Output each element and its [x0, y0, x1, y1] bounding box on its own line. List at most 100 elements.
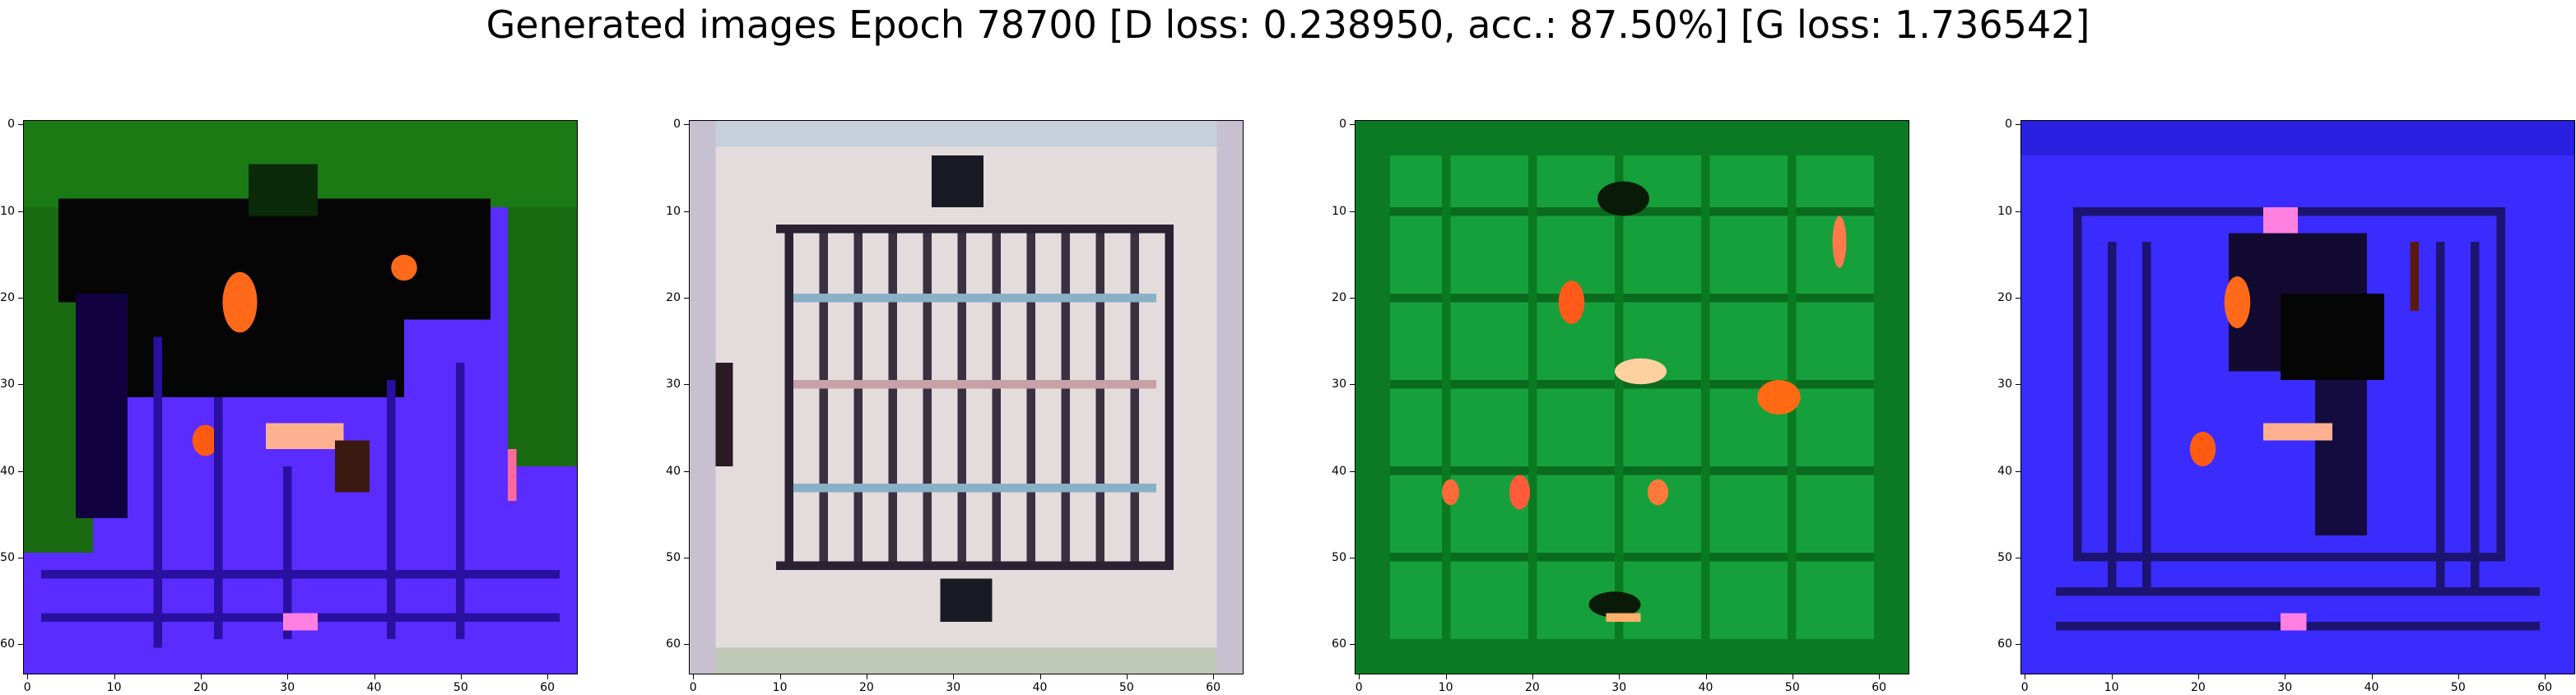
y-tick-mark — [18, 211, 23, 212]
x-tick-label: 40 — [1032, 681, 1048, 694]
x-tick-label: 50 — [1118, 681, 1134, 694]
y-tick-label: 40 — [1332, 464, 1346, 478]
x-tick-label: 20 — [2190, 681, 2206, 694]
x-tick-label: 10 — [106, 681, 122, 694]
y-tick-mark — [18, 644, 23, 646]
y-tick-mark — [1350, 470, 1355, 472]
x-tick-label: 30 — [280, 681, 295, 694]
y-tick-mark — [684, 470, 689, 472]
y-tick-label: 10 — [0, 204, 15, 218]
x-tick-label: 0 — [689, 681, 697, 694]
x-tick-label: 30 — [2277, 681, 2293, 694]
generated-image-1 — [24, 121, 577, 674]
x-tick-label: 40 — [366, 681, 382, 694]
x-tick-mark — [2457, 674, 2459, 679]
x-tick-mark — [1445, 674, 1447, 679]
y-tick-label: 0 — [2005, 118, 2012, 132]
y-tick-label: 60 — [666, 637, 681, 651]
y-tick-label: 20 — [0, 290, 15, 304]
y-tick-label: 50 — [666, 550, 681, 564]
x-tick-label: 60 — [2537, 681, 2553, 694]
y-tick-mark — [1350, 124, 1355, 126]
x-tick-label: 30 — [1611, 681, 1627, 694]
x-tick-label: 40 — [1698, 681, 1713, 694]
y-tick-mark — [1350, 644, 1355, 646]
x-tick-label: 60 — [1872, 681, 1887, 694]
y-tick-mark — [2016, 124, 2020, 126]
y-tick-label: 20 — [1997, 290, 2012, 304]
x-tick-mark — [547, 674, 549, 679]
y-tick-label: 0 — [673, 118, 681, 132]
image-panel-3: 0 0 10 10 20 20 30 30 40 40 50 50 60 60 — [1332, 118, 1911, 693]
image-plot-2 — [689, 120, 1244, 674]
y-tick-label: 60 — [1332, 637, 1346, 651]
y-tick-mark — [684, 297, 689, 299]
y-tick-label: 30 — [666, 378, 681, 392]
image-plot-3 — [1355, 120, 1909, 674]
y-tick-label: 30 — [0, 378, 15, 392]
image-plot-1 — [23, 120, 578, 674]
image-panel-2: 0 0 10 10 20 20 30 30 40 40 50 50 60 60 — [666, 118, 1245, 693]
x-tick-label: 60 — [540, 681, 556, 694]
x-tick-mark — [1879, 674, 1881, 679]
x-tick-mark — [1126, 674, 1128, 679]
x-tick-label: 50 — [1784, 681, 1800, 694]
x-tick-label: 30 — [946, 681, 961, 694]
y-tick-label: 40 — [666, 464, 681, 478]
x-tick-label: 10 — [2104, 681, 2119, 694]
x-tick-mark — [1213, 674, 1215, 679]
generated-image-4 — [2021, 121, 2574, 674]
y-tick-mark — [2016, 297, 2020, 299]
y-tick-mark — [684, 644, 689, 646]
y-tick-mark — [2016, 384, 2020, 386]
y-tick-label: 60 — [1997, 637, 2012, 651]
x-tick-mark — [1619, 674, 1620, 679]
y-tick-mark — [2016, 211, 2020, 212]
x-tick-mark — [693, 674, 695, 679]
x-tick-label: 50 — [2450, 681, 2466, 694]
x-tick-mark — [779, 674, 781, 679]
y-tick-label: 30 — [1332, 378, 1346, 392]
x-tick-mark — [287, 674, 289, 679]
x-tick-mark — [374, 674, 375, 679]
generated-image-3 — [1355, 121, 1909, 674]
x-tick-label: 0 — [2020, 681, 2029, 694]
x-tick-mark — [460, 674, 462, 679]
x-tick-label: 20 — [858, 681, 874, 694]
x-tick-mark — [1359, 674, 1360, 679]
x-tick-label: 0 — [23, 681, 31, 694]
y-tick-label: 50 — [0, 550, 15, 564]
y-tick-mark — [1350, 211, 1355, 212]
y-tick-label: 40 — [1997, 464, 2012, 478]
y-tick-label: 50 — [1997, 550, 2012, 564]
y-tick-label: 0 — [7, 118, 15, 132]
x-tick-label: 10 — [772, 681, 788, 694]
y-tick-label: 20 — [1332, 290, 1346, 304]
y-tick-label: 10 — [666, 204, 681, 218]
y-tick-mark — [18, 124, 23, 126]
x-tick-label: 50 — [453, 681, 468, 694]
image-panel-4: 0 0 10 10 20 20 30 30 40 40 50 50 60 60 — [1997, 118, 2576, 693]
x-tick-label: 40 — [2364, 681, 2379, 694]
image-plot-4 — [2020, 120, 2575, 674]
x-tick-mark — [1039, 674, 1041, 679]
x-tick-mark — [2111, 674, 2113, 679]
y-tick-mark — [18, 384, 23, 386]
x-tick-label: 20 — [193, 681, 208, 694]
y-tick-mark — [2016, 470, 2020, 472]
y-tick-mark — [684, 124, 689, 126]
x-tick-label: 20 — [1524, 681, 1540, 694]
y-tick-label: 10 — [1997, 204, 2012, 218]
y-tick-mark — [1350, 297, 1355, 299]
figure-title: Generated images Epoch 78700 [D loss: 0.… — [486, 2, 2090, 47]
x-tick-label: 60 — [1206, 681, 1221, 694]
y-tick-mark — [2016, 644, 2020, 646]
x-tick-label: 10 — [1438, 681, 1453, 694]
x-tick-mark — [953, 674, 955, 679]
x-tick-mark — [1705, 674, 1707, 679]
y-tick-mark — [684, 384, 689, 386]
y-tick-label: 60 — [0, 637, 15, 651]
y-tick-label: 20 — [666, 290, 681, 304]
x-tick-label: 0 — [1355, 681, 1363, 694]
x-tick-mark — [200, 674, 202, 679]
